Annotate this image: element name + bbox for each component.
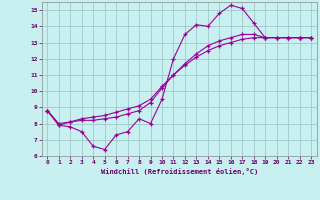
X-axis label: Windchill (Refroidissement éolien,°C): Windchill (Refroidissement éolien,°C) (100, 168, 258, 175)
